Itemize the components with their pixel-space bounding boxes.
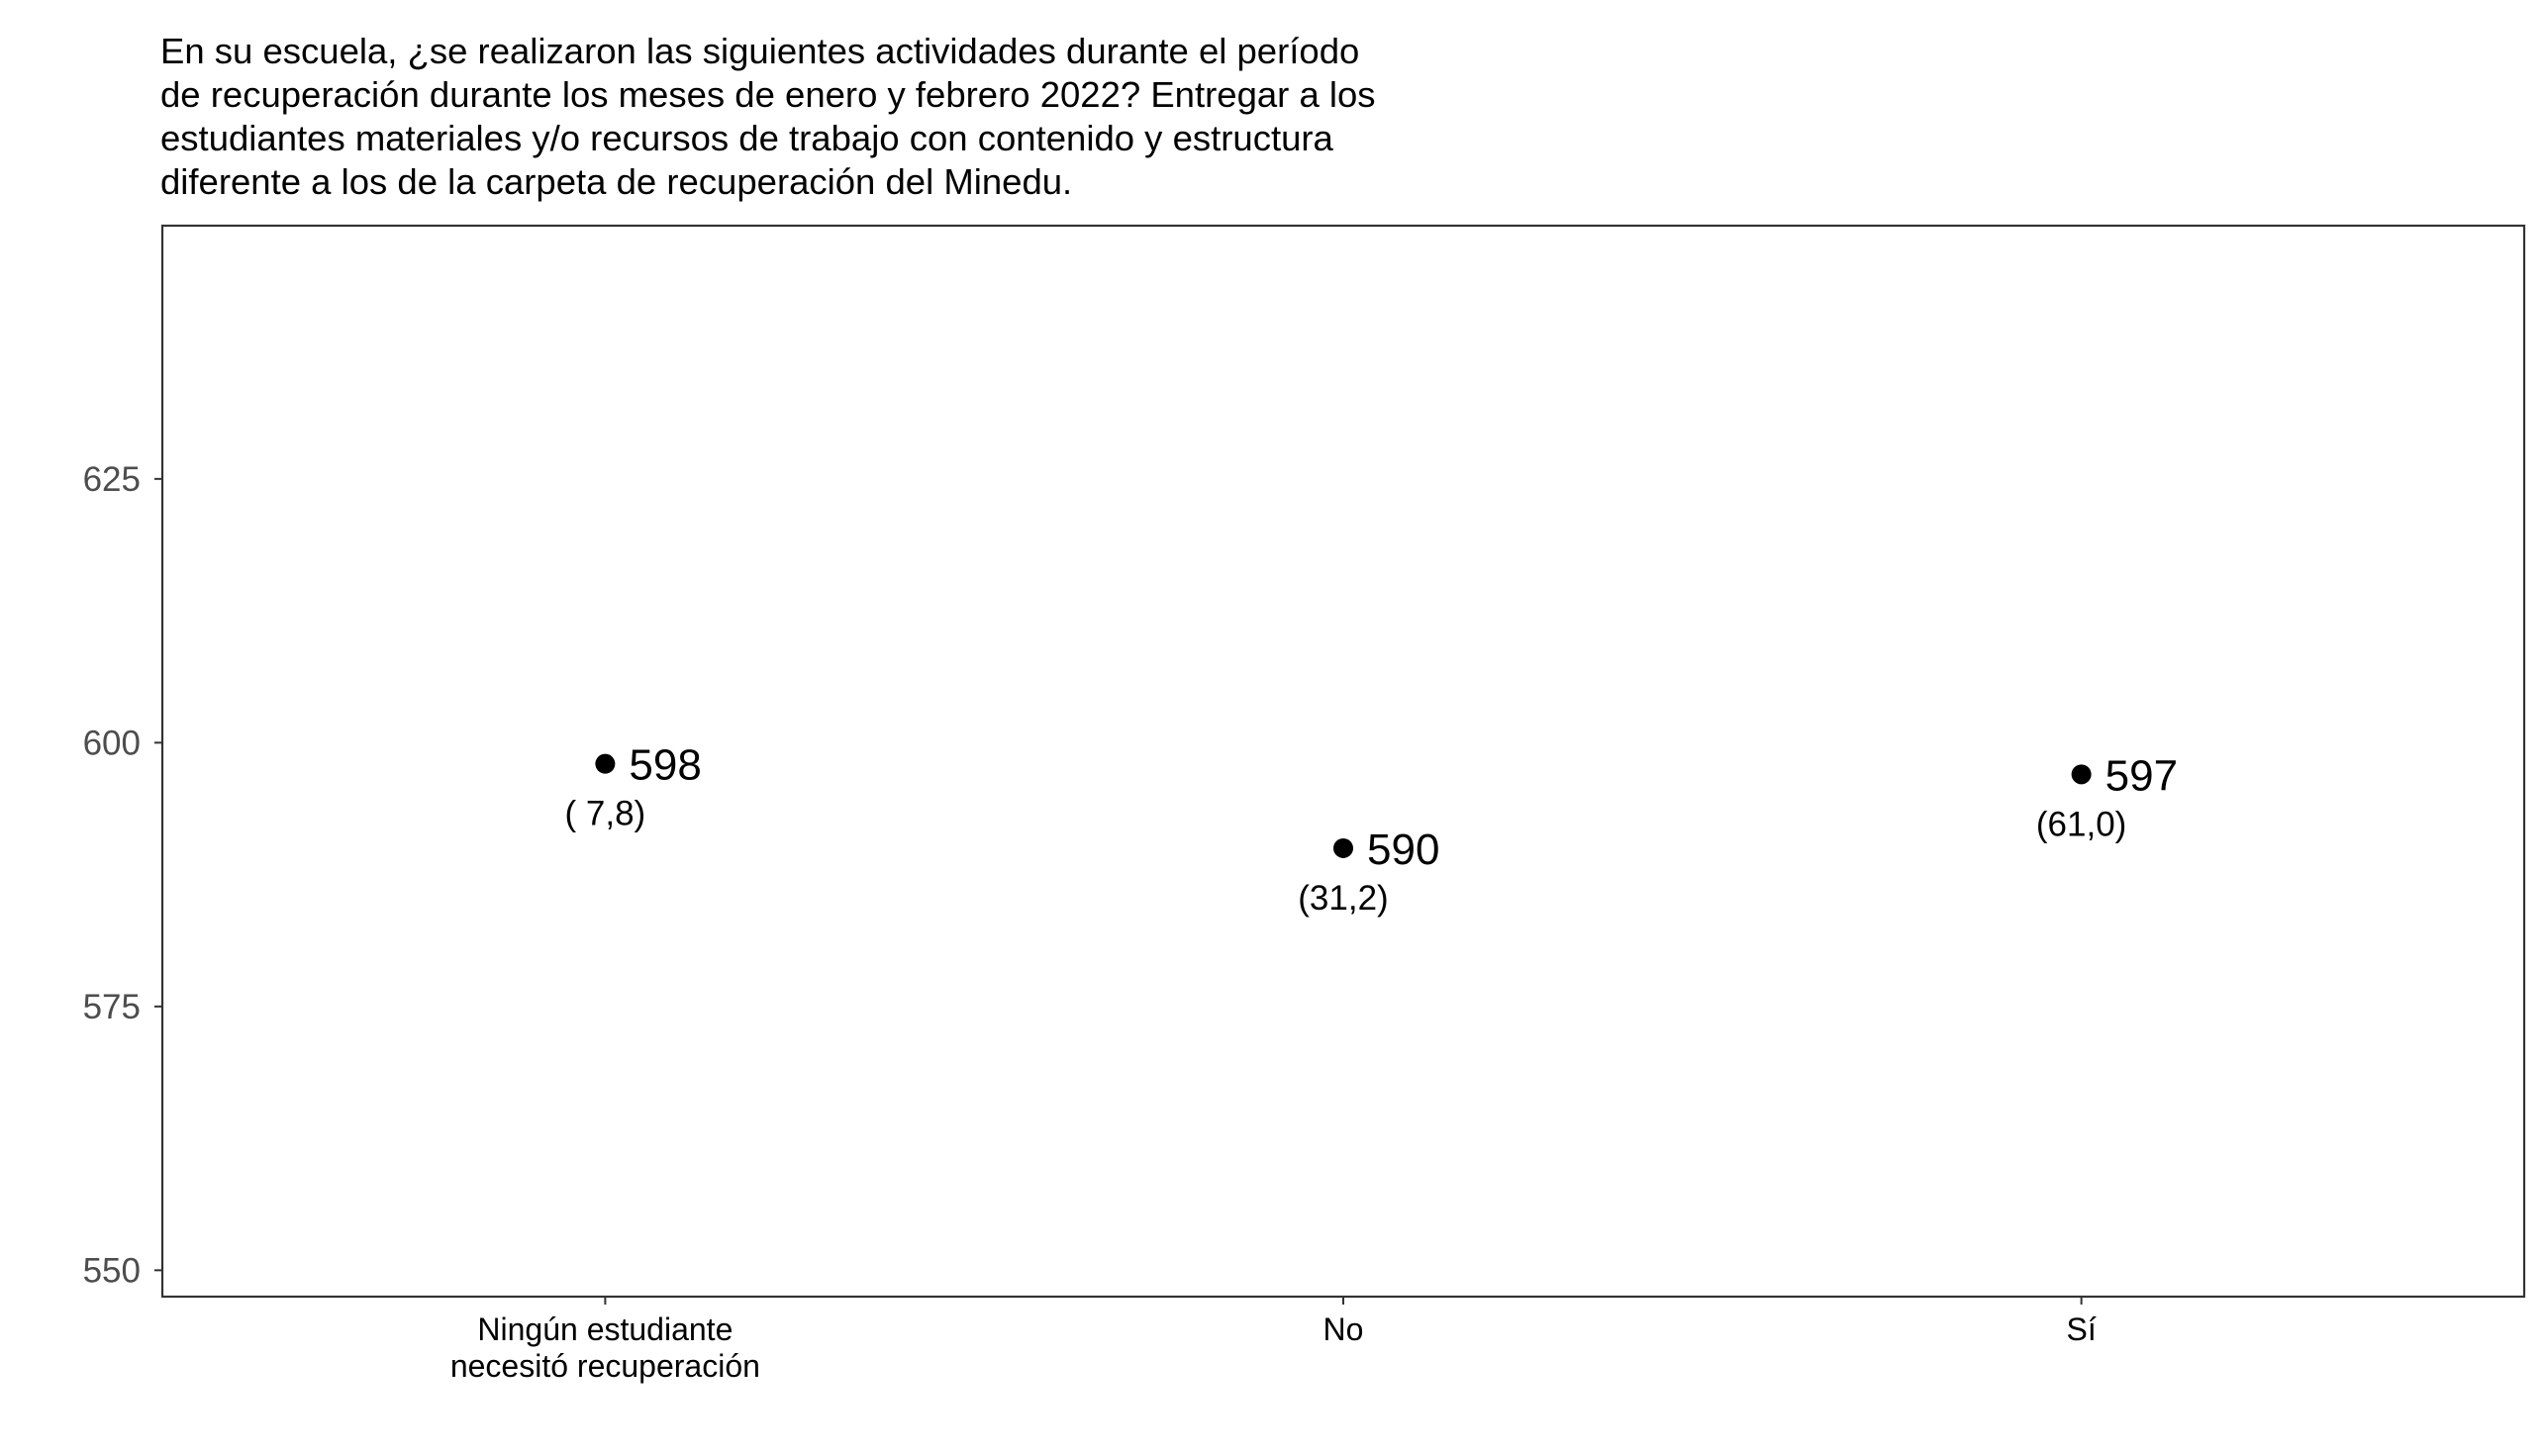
data-point <box>595 753 616 774</box>
data-sublabel: ( 7,8) <box>565 795 646 833</box>
x-tick-label-line: Ningún estudiante <box>477 1311 733 1347</box>
chart-title-line-2: de recuperación durante los meses de ene… <box>160 74 1376 115</box>
chart-title-line-1: En su escuela, ¿se realizaron las siguie… <box>160 31 1360 71</box>
y-tick-label: 575 <box>83 988 141 1026</box>
data-point <box>2071 764 2092 785</box>
x-tick-label: Sí <box>2067 1311 2097 1347</box>
y-axis: 550 575 600 625 <box>83 460 162 1290</box>
x-tick-label-line: No <box>1323 1311 1364 1347</box>
x-tick-label: No <box>1323 1311 1364 1347</box>
data-point <box>1333 837 1353 858</box>
data-label: 590 <box>1367 825 1439 874</box>
data-marks: 598 ( 7,8) 590 (31,2) 597 (61,0) <box>565 741 2179 918</box>
data-sublabel: (31,2) <box>1298 879 1388 918</box>
y-tick-label: 600 <box>83 724 141 762</box>
x-tick-label-line: Sí <box>2067 1311 2097 1347</box>
x-tick-label-line: necesitó recuperación <box>450 1348 760 1384</box>
chart-title: En su escuela, ¿se realizaron las siguie… <box>160 30 1546 204</box>
data-sublabel: (61,0) <box>2036 805 2126 843</box>
data-label: 597 <box>2105 751 2178 800</box>
chart-title-line-4: diferente a los de la carpeta de recuper… <box>160 161 1073 202</box>
y-tick-label: 550 <box>83 1251 141 1290</box>
y-tick-label: 625 <box>83 460 141 499</box>
data-label: 598 <box>629 741 701 790</box>
chart-title-line-3: estudiantes materiales y/o recursos de t… <box>160 118 1333 158</box>
